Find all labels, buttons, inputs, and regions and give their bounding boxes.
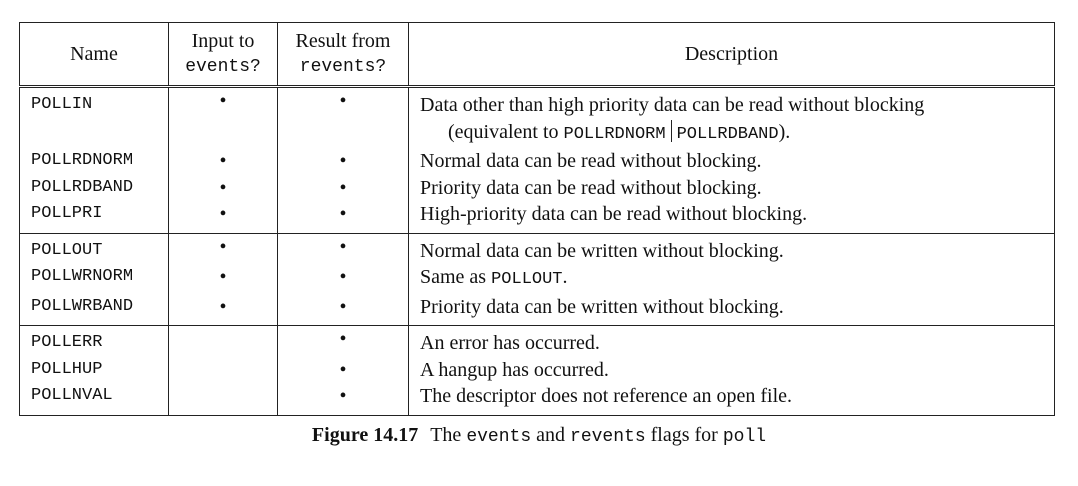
result-bullet: • [277, 148, 409, 175]
table-row: POLLHUP • A hangup has occurred. [19, 356, 1055, 383]
table-row: POLLIN • • Data other than high priority… [19, 86, 1055, 148]
result-bullet: • [277, 356, 409, 383]
flag-name: POLLWRBAND [19, 293, 169, 326]
flag-description: High-priority data can be read without b… [408, 201, 1055, 233]
code-revents: revents [570, 427, 646, 447]
input-bullet [168, 356, 278, 383]
flag-name: POLLERR [19, 325, 169, 357]
result-bullet: • [277, 293, 409, 326]
group-error-flags: POLLERR • An error has occurred. POLLHUP… [19, 325, 1055, 415]
header-result: Result from revents? [277, 22, 409, 88]
result-bullet: • [277, 86, 409, 148]
flag-name: POLLHUP [19, 356, 169, 383]
table-row: POLLNVAL • The descriptor does not refer… [19, 383, 1055, 415]
result-bullet: • [277, 383, 409, 415]
table-row: POLLRDNORM • • Normal data can be read w… [19, 148, 1055, 175]
header-description: Description [408, 22, 1055, 88]
flag-name: POLLOUT [19, 233, 169, 264]
input-bullet: • [168, 293, 278, 326]
or-separator [670, 119, 672, 142]
poll-flags-table: Name Input to events? Result from revent… [19, 22, 1055, 416]
result-bullet: • [277, 201, 409, 233]
flag-name: POLLRDBAND [19, 174, 169, 201]
table-row: POLLOUT • • Normal data can be written w… [19, 233, 1055, 264]
figure-caption: Figure 14.17 The events and revents flags… [311, 424, 767, 447]
flag-description: Priority data can be written without blo… [408, 293, 1055, 326]
code-poll: poll [722, 427, 767, 447]
table-row: POLLERR • An error has occurred. [19, 325, 1055, 357]
result-bullet: • [277, 233, 409, 264]
result-bullet: • [277, 264, 409, 294]
input-bullet: • [168, 86, 278, 148]
flag-name: POLLNVAL [19, 383, 169, 415]
result-bullet: • [277, 174, 409, 201]
flag-name: POLLRDNORM [19, 148, 169, 175]
input-bullet: • [168, 174, 278, 201]
table-row: POLLRDBAND • • Priority data can be read… [19, 174, 1055, 201]
header-input: Input to events? [168, 22, 278, 88]
input-bullet: • [168, 264, 278, 294]
flag-name: POLLPRI [19, 201, 169, 233]
input-bullet [168, 325, 278, 357]
flag-name: POLLIN [19, 86, 169, 148]
group-read-flags: POLLIN • • Data other than high priority… [19, 86, 1055, 233]
table-row: POLLPRI • • High-priority data can be re… [19, 201, 1055, 233]
table-row: POLLWRNORM • • Same as POLLOUT. [19, 264, 1055, 294]
group-write-flags: POLLOUT • • Normal data can be written w… [19, 233, 1055, 326]
input-bullet: • [168, 233, 278, 264]
flag-description: Normal data can be read without blocking… [408, 148, 1055, 175]
figure-label: Figure 14.17 [311, 424, 419, 446]
input-bullet: • [168, 201, 278, 233]
header-name: Name [19, 22, 169, 88]
input-bullet [168, 383, 278, 415]
flag-description: Same as POLLOUT. [408, 264, 1055, 294]
code-events: events [466, 427, 532, 447]
flag-description: Normal data can be written without block… [408, 233, 1055, 264]
flag-description: The descriptor does not reference an ope… [408, 383, 1055, 415]
flag-name: POLLWRNORM [19, 264, 169, 294]
flag-description: An error has occurred. [408, 325, 1055, 357]
flag-description: Priority data can be read without blocki… [408, 174, 1055, 201]
table-row: POLLWRBAND • • Priority data can be writ… [19, 293, 1055, 326]
flag-description: A hangup has occurred. [408, 356, 1055, 383]
input-bullet: • [168, 148, 278, 175]
header-row: Name Input to events? Result from revent… [19, 22, 1055, 88]
result-bullet: • [277, 325, 409, 357]
flag-description: Data other than high priority data can b… [408, 86, 1055, 148]
